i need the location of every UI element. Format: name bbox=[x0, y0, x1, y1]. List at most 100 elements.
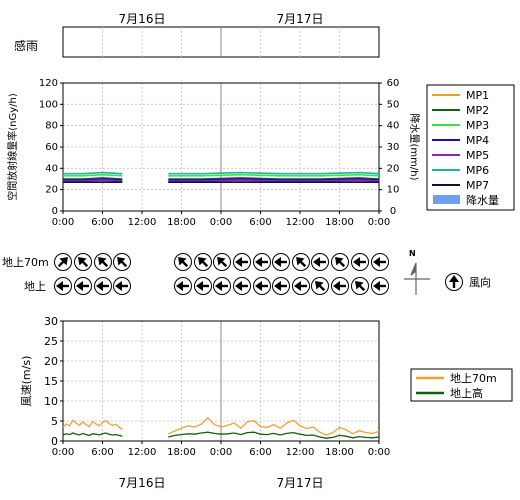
series-line-地上高 bbox=[168, 431, 380, 439]
wind-legend-arrow-icon bbox=[445, 273, 463, 291]
wind-arrow-70m-icon bbox=[54, 253, 72, 271]
wind-speed-x-tick-label: 18:00 bbox=[167, 447, 196, 458]
radiation-left-tick-label: 120 bbox=[39, 78, 58, 89]
wind-arrow-ground-icon bbox=[311, 277, 329, 295]
legend-label-地上70m: 地上70m bbox=[450, 372, 497, 385]
wind-arrow-ground-icon bbox=[54, 277, 72, 295]
north-indicator: N bbox=[404, 249, 430, 295]
wind-speed-y-tick-label: 10 bbox=[44, 395, 58, 408]
legend-label-MP6: MP6 bbox=[466, 164, 489, 177]
rain-right-tick-label: 50 bbox=[387, 99, 400, 110]
wind-speed-x-tick-label: 0:00 bbox=[52, 447, 74, 458]
radiation-x-tick-label: 0:00 bbox=[368, 217, 390, 228]
wind-row2-label: 地上 bbox=[24, 280, 46, 293]
wind-arrow-70m-icon bbox=[311, 253, 329, 271]
wind-row1-label: 地上70m bbox=[2, 256, 49, 269]
radiation-left-tick-label: 40 bbox=[45, 163, 58, 174]
radiation-x-tick-label: 18:00 bbox=[167, 217, 196, 228]
radiation-x-tick-label: 12:00 bbox=[286, 217, 315, 228]
date-label-day1-top: 7月16日 bbox=[119, 12, 166, 26]
wind-arrow-70m-icon bbox=[174, 253, 192, 271]
legend-label-MP7: MP7 bbox=[466, 179, 489, 192]
kanu-label: 感雨 bbox=[14, 38, 38, 53]
series-line-MP2 bbox=[168, 177, 380, 180]
wind-speed-y-tick-label: 20 bbox=[44, 355, 58, 368]
wind-legend-arrow-icon bbox=[445, 273, 463, 291]
wind-arrow-70m-icon bbox=[233, 253, 251, 271]
wind-speed-y-axis-label: 風速(m/s) bbox=[20, 356, 33, 407]
legend-label-MP3: MP3 bbox=[466, 119, 489, 132]
rain-y-axis-label: 降水量(mm/h) bbox=[408, 114, 421, 181]
radiation-x-tick-label: 0:00 bbox=[210, 217, 232, 228]
wind-speed-chart: 0 5 10 15 20 25 30 0:00 6:00 12:00 18:00 0:00 6:00 1… bbox=[20, 315, 390, 458]
wind-speed-y-tick-label: 30 bbox=[44, 315, 58, 328]
radiation-x-tick-label: 0:00 bbox=[52, 217, 74, 228]
radiation-left-tick-label: 100 bbox=[39, 99, 58, 110]
radiation-y-axis-label: 空間放射線量率(nGy/h) bbox=[6, 93, 19, 201]
kanu-strip bbox=[62, 26, 380, 58]
wind-speed-x-tick-label: 0:00 bbox=[368, 447, 390, 458]
series-line-地上70m bbox=[62, 419, 123, 431]
legend-label-地上高: 地上高 bbox=[450, 386, 483, 400]
series-line-MP4 bbox=[168, 178, 380, 181]
radiation-left-tick-label: 60 bbox=[45, 142, 58, 153]
wind-arrow-ground-icon bbox=[331, 277, 349, 295]
wind-arrow-ground-icon bbox=[174, 277, 192, 295]
wind-arrow-ground-icon bbox=[253, 277, 271, 295]
wind-direction-panel: 地上70m 地上 bbox=[2, 253, 389, 295]
wind-direction-legend: 風向 bbox=[445, 273, 491, 291]
wind-speed-x-tick-label: 6:00 bbox=[91, 447, 113, 458]
north-label: N bbox=[409, 249, 416, 258]
wind-arrow-70m-icon bbox=[213, 253, 231, 271]
legend-label-MP5: MP5 bbox=[466, 149, 489, 162]
wind-arrow-ground-icon bbox=[292, 277, 310, 295]
series-line-MP2 bbox=[63, 177, 123, 180]
wind-arrow-70m-icon bbox=[331, 253, 349, 271]
wind-arrow-70m-icon bbox=[74, 253, 92, 271]
date-label-day1-bottom: 7月16日 bbox=[119, 476, 166, 490]
legend-label-MP2: MP2 bbox=[466, 104, 489, 117]
wind-arrow-ground-icon bbox=[94, 277, 112, 295]
radiation-left-tick-label: 20 bbox=[45, 185, 58, 196]
wind-speed-x-tick-label: 12:00 bbox=[128, 447, 157, 458]
series-line-MP5 bbox=[168, 179, 380, 182]
series-line-MP3 bbox=[168, 173, 380, 177]
wind-arrow-ground-icon bbox=[194, 277, 212, 295]
wind-arrow-70m-icon bbox=[94, 253, 112, 271]
wind-arrow-ground-icon bbox=[233, 277, 251, 295]
wind-speed-x-tick-label: 6:00 bbox=[249, 447, 271, 458]
radiation-left-tick-label: 0 bbox=[52, 206, 58, 217]
radiation-left-tick-label: 80 bbox=[45, 121, 58, 132]
radiation-chart: 0 20 40 60 80 100 120 0 10 20 30 40 50 60 0:00 6:00 12… bbox=[6, 78, 421, 228]
legend-label-MP4: MP4 bbox=[466, 134, 489, 147]
date-label-day2-bottom: 7月17日 bbox=[277, 476, 324, 490]
wind-arrow-ground-icon bbox=[371, 277, 389, 295]
wind-speed-y-tick-label: 5 bbox=[51, 415, 58, 428]
rain-right-tick-label: 0 bbox=[390, 206, 396, 217]
legend-label-降水量: 降水量 bbox=[466, 193, 499, 207]
series-line-MP3 bbox=[63, 173, 123, 177]
rain-right-tick-label: 30 bbox=[387, 142, 400, 153]
wind-arrow-70m-icon bbox=[272, 253, 290, 271]
rain-right-tick-label: 20 bbox=[387, 163, 400, 174]
wind-speed-y-tick-label: 0 bbox=[51, 435, 58, 448]
wind-arrow-ground-icon bbox=[213, 277, 231, 295]
series-line-MP6 bbox=[63, 171, 123, 175]
wind-arrow-ground-icon bbox=[272, 277, 290, 295]
radiation-x-tick-label: 12:00 bbox=[128, 217, 157, 228]
rain-right-tick-label: 40 bbox=[387, 121, 400, 132]
wind-speed-y-tick-label: 25 bbox=[44, 335, 58, 348]
radiation-x-tick-label: 6:00 bbox=[249, 217, 271, 228]
series-line-MP6 bbox=[168, 171, 380, 175]
wind-arrow-ground-icon bbox=[351, 277, 369, 295]
radiation-x-tick-label: 18:00 bbox=[325, 217, 354, 228]
radiation-x-tick-label: 6:00 bbox=[91, 217, 113, 228]
series-line-地上70m bbox=[168, 416, 380, 436]
series-line-地上高 bbox=[62, 432, 123, 437]
legend-swatch-rain bbox=[433, 195, 460, 204]
wind-arrow-70m-icon bbox=[292, 253, 310, 271]
wind-legend-label: 風向 bbox=[469, 275, 491, 289]
